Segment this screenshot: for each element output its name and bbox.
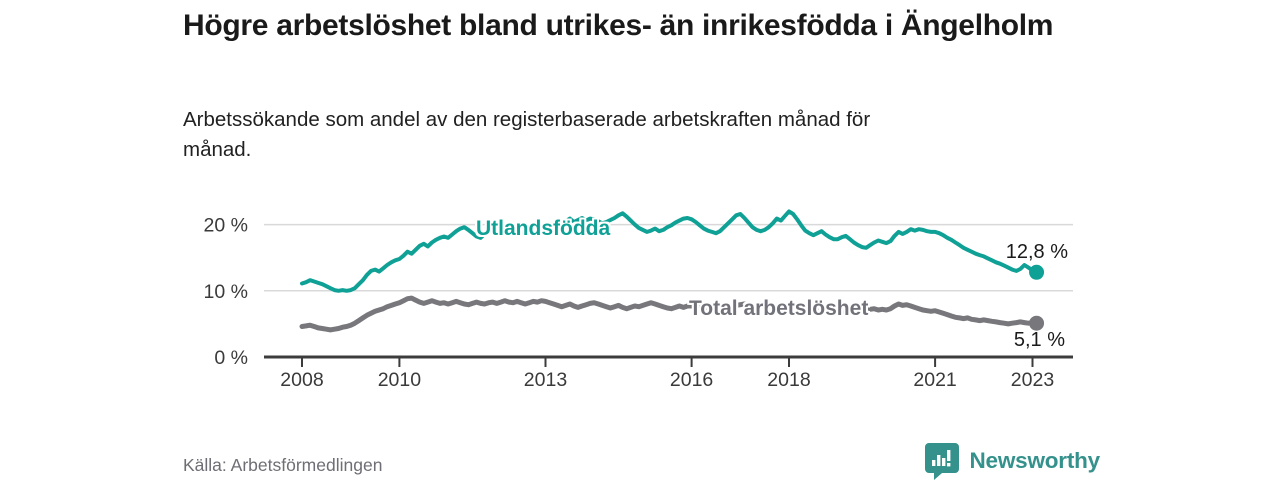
y-tick-label: 0 % bbox=[214, 347, 248, 369]
page-subtitle: Arbetssökande som andel av den registerb… bbox=[183, 108, 871, 161]
x-tick-label: 2010 bbox=[378, 369, 422, 391]
source-note: Källa: Arbetsförmedlingen bbox=[183, 455, 383, 475]
series-label-utlandsfodda: Utlandsfödda bbox=[476, 217, 611, 240]
y-tick-label: 10 % bbox=[204, 281, 248, 303]
end-value-total: 5,1 % bbox=[1013, 329, 1065, 351]
x-tick-label: 2013 bbox=[524, 369, 567, 391]
end-value-utlandsfodda: 12,8 % bbox=[1005, 241, 1068, 263]
x-tick-label: 2021 bbox=[913, 369, 956, 391]
page-title: Högre arbetslöshet bland utrikes- än inr… bbox=[183, 9, 1054, 42]
line-series-0 bbox=[300, 209, 1039, 293]
x-tick-label: 2018 bbox=[767, 369, 810, 391]
end-dot-series-0 bbox=[1029, 264, 1045, 280]
x-tick-label: 2016 bbox=[670, 369, 713, 391]
x-tick-label: 2008 bbox=[280, 369, 323, 391]
newsworthy-wordmark: Newsworthy bbox=[969, 448, 1100, 473]
x-tick-label: 2023 bbox=[1011, 369, 1054, 391]
series-label-total: Total arbetslöshet bbox=[689, 297, 869, 320]
y-tick-label: 20 % bbox=[204, 215, 248, 237]
newsworthy-brand-link[interactable]: Newsworthy bbox=[924, 442, 1100, 480]
newsworthy-logo-icon bbox=[925, 443, 960, 480]
end-dot-series-1 bbox=[1029, 315, 1045, 331]
line-series-1 bbox=[299, 295, 1040, 333]
